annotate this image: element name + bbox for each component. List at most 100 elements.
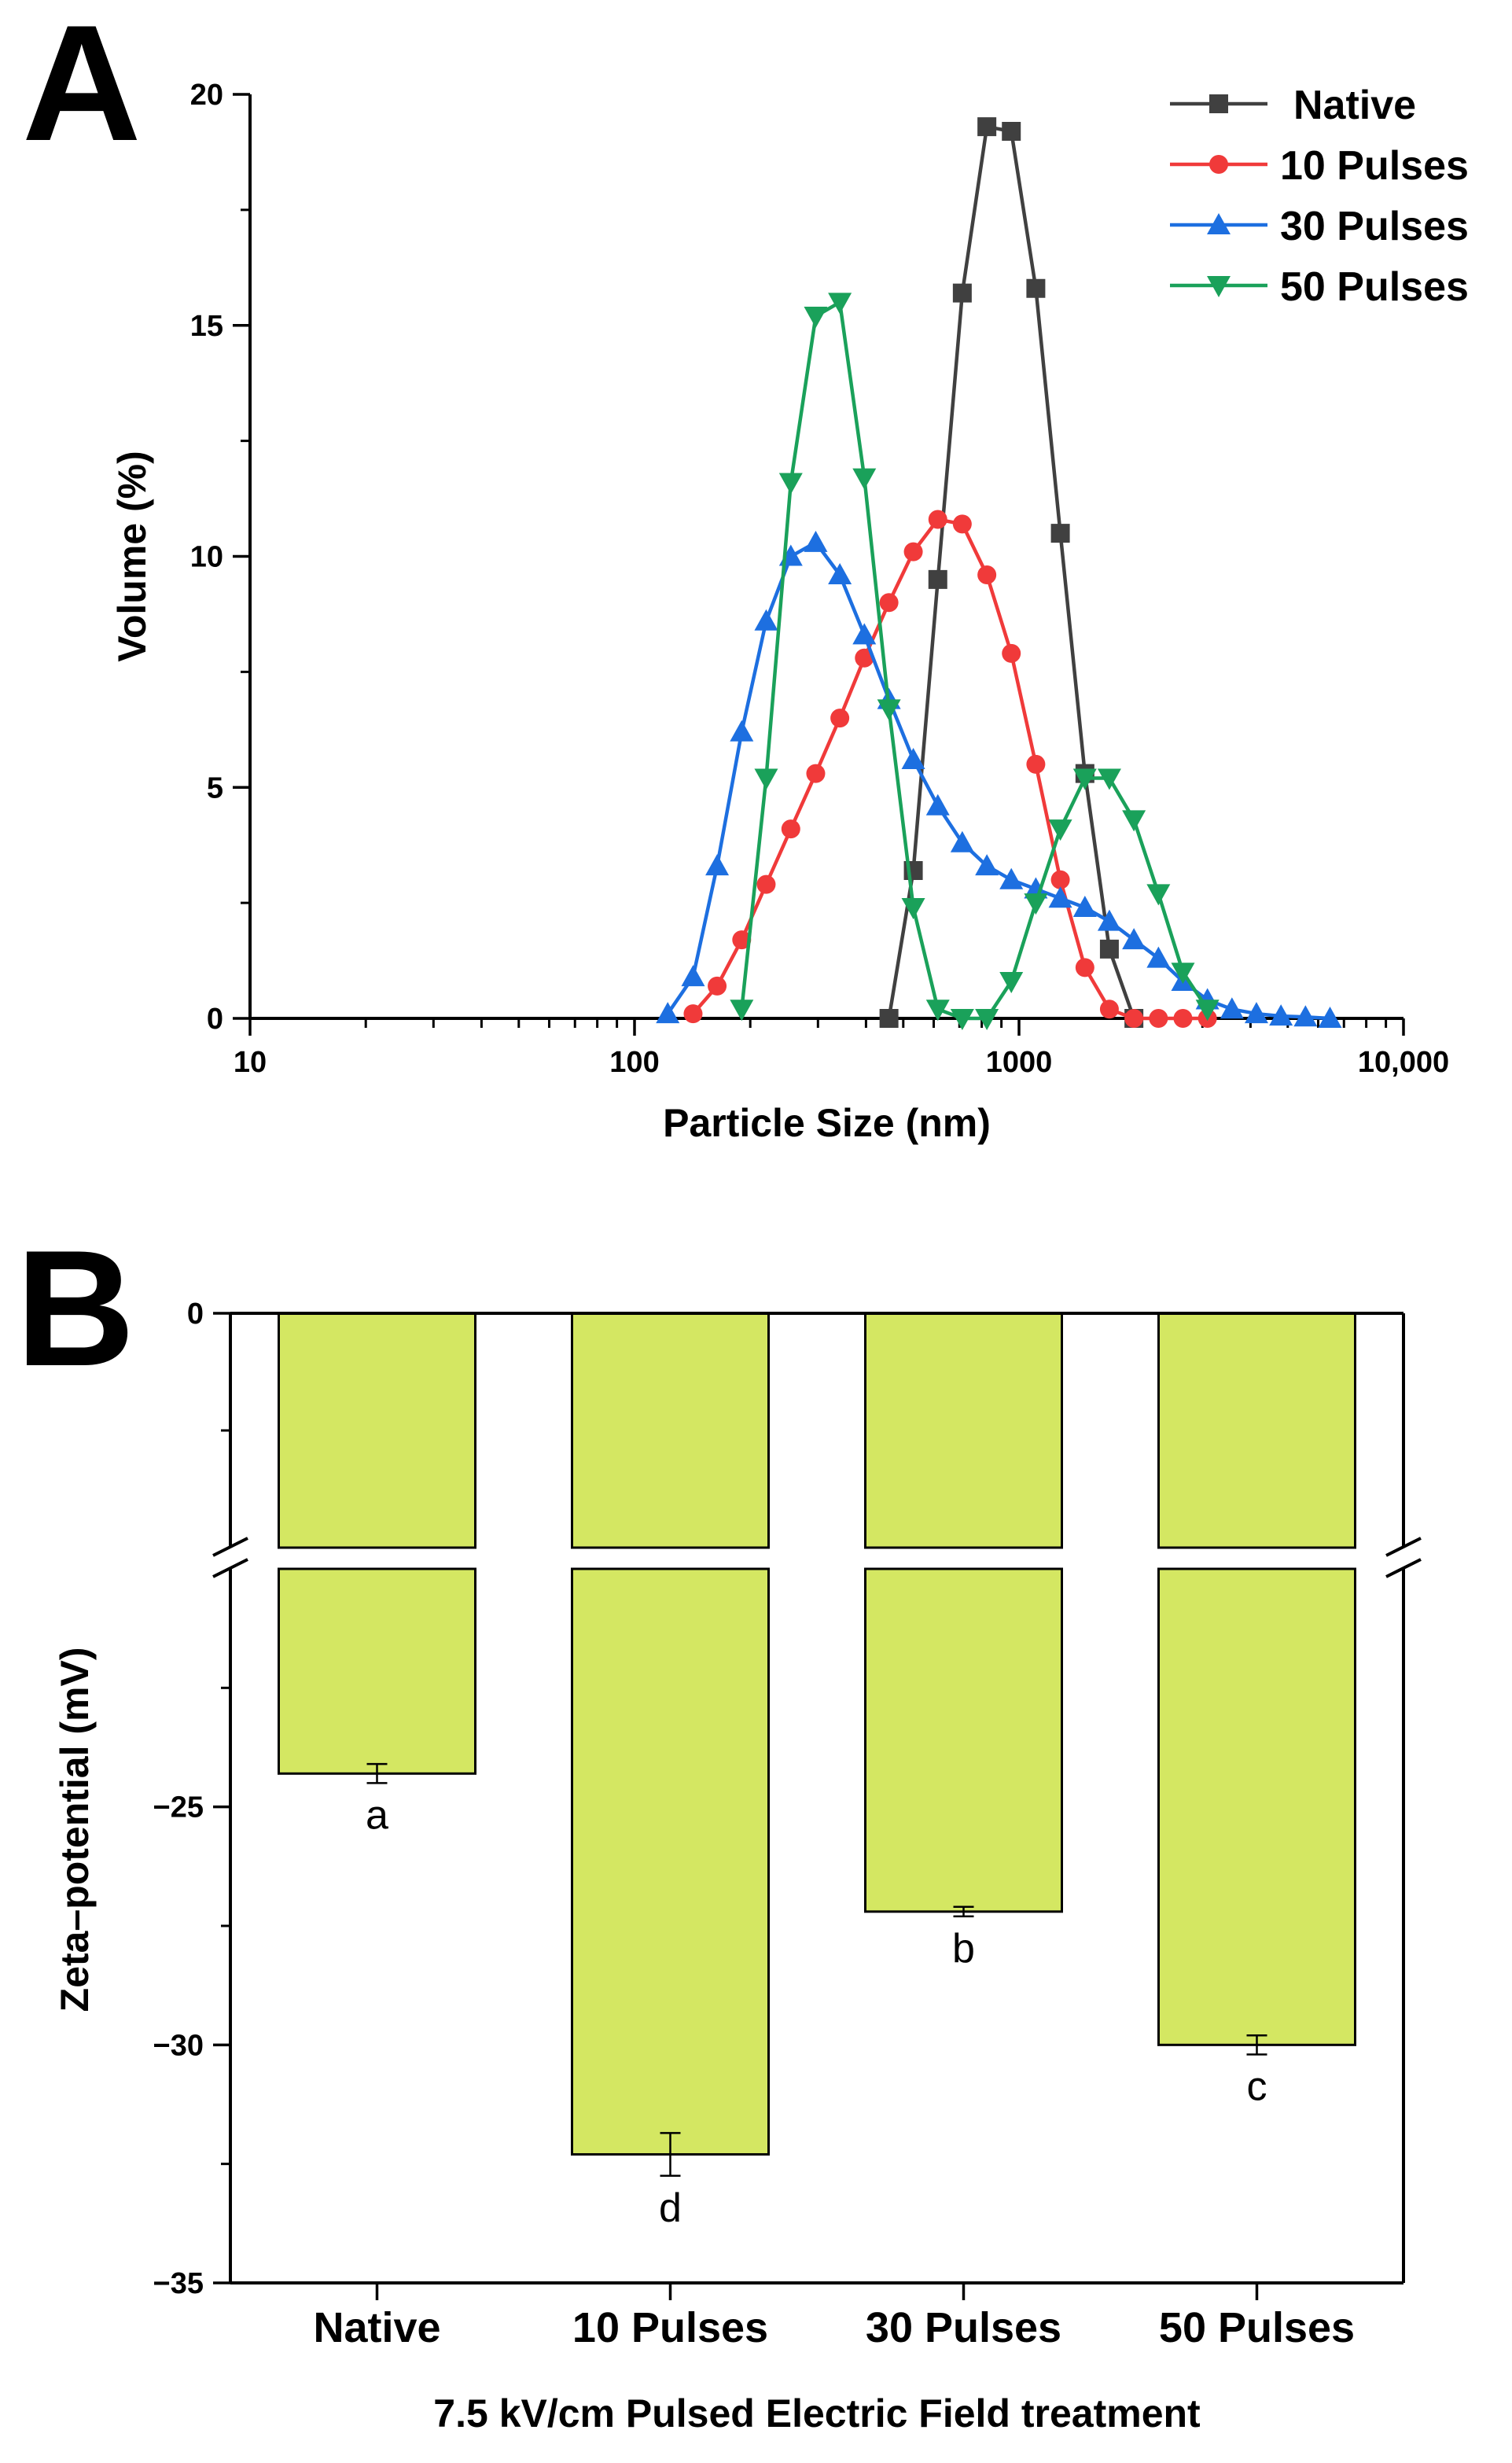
data-point-10-pulses bbox=[1002, 643, 1021, 663]
data-point-native bbox=[928, 569, 947, 589]
series-line-10-pulses bbox=[691, 517, 1208, 1021]
significance-label-30-pulses: b bbox=[952, 1926, 975, 1972]
bar-group-50-pulses: c bbox=[1157, 1312, 1356, 2109]
data-point-30-pulses bbox=[999, 867, 1024, 889]
data-point-10-pulses bbox=[1149, 1009, 1168, 1028]
data-point-30-pulses bbox=[754, 609, 778, 631]
bar-group-10-pulses: d bbox=[571, 1312, 770, 2231]
panel-a-x-tick-label: 100 bbox=[609, 1046, 659, 1079]
data-point-30-pulses bbox=[656, 1002, 680, 1024]
data-point-10-pulses bbox=[1050, 870, 1070, 889]
data-point-30-pulses bbox=[681, 965, 705, 987]
panel-b-y-tick-label: 0 bbox=[187, 1298, 204, 1331]
data-point-10-pulses bbox=[977, 565, 997, 584]
bar-10-pulses bbox=[571, 1567, 770, 2156]
panel-b-y-tick-label: −30 bbox=[153, 2029, 204, 2062]
significance-label-native: a bbox=[366, 1792, 388, 1838]
axis-break-mark-left-bottom bbox=[212, 1558, 248, 1578]
data-point-50-pulses bbox=[1146, 884, 1171, 906]
data-point-30-pulses bbox=[804, 530, 828, 552]
bar-30-pulses-upper bbox=[864, 1312, 1063, 1549]
data-point-50-pulses bbox=[1024, 893, 1048, 915]
data-point-30-pulses bbox=[852, 623, 877, 645]
data-point-50-pulses bbox=[804, 307, 828, 328]
category-label-30-pulses: 30 Pulses bbox=[866, 2304, 1061, 2351]
data-point-10-pulses bbox=[1173, 1009, 1193, 1028]
data-point-native bbox=[952, 283, 972, 303]
panel-b-x-ticks: Native 10 Pulses 30 Pulses 50 Pulses bbox=[313, 2283, 1355, 2351]
data-point-50-pulses bbox=[877, 699, 901, 721]
data-point-50-pulses bbox=[901, 898, 925, 919]
panel-b-letter: B bbox=[16, 1216, 135, 1401]
data-point-native bbox=[1002, 122, 1021, 141]
legend-marker-native bbox=[1209, 94, 1228, 113]
data-point-10-pulses bbox=[683, 1004, 703, 1024]
panel-a-y-tick-label: 15 bbox=[190, 310, 223, 343]
legend-label-50-pulses: 50 Pulses bbox=[1280, 264, 1469, 310]
panel-b-y-tick-label: −25 bbox=[153, 1791, 204, 1824]
data-point-50-pulses bbox=[828, 293, 852, 315]
axis-break-mark-right-top bbox=[1385, 1537, 1422, 1557]
data-point-30-pulses bbox=[1220, 997, 1244, 1019]
data-point-native bbox=[1026, 278, 1046, 298]
data-point-30-pulses bbox=[1146, 946, 1171, 968]
data-point-native bbox=[879, 1009, 899, 1028]
data-point-50-pulses bbox=[1171, 963, 1195, 985]
data-point-10-pulses bbox=[1124, 1009, 1144, 1028]
data-point-native bbox=[977, 117, 997, 137]
legend-entry-native: Native bbox=[1170, 83, 1416, 128]
data-point-30-pulses bbox=[950, 830, 974, 852]
data-point-30-pulses bbox=[730, 720, 754, 742]
data-point-10-pulses bbox=[903, 542, 923, 561]
data-point-30-pulses bbox=[1244, 1002, 1268, 1024]
panel-a-x-ticks: 10 100 1000 10,000 bbox=[234, 1018, 1449, 1079]
axis-break-mark-left-top bbox=[212, 1537, 248, 1557]
data-point-50-pulses bbox=[1097, 768, 1121, 790]
bar-10-pulses-upper bbox=[571, 1312, 770, 1549]
legend-label-10-pulses: 10 Pulses bbox=[1280, 143, 1469, 189]
data-point-30-pulses bbox=[705, 854, 730, 876]
data-point-50-pulses bbox=[999, 972, 1024, 993]
series-line-30-pulses bbox=[666, 540, 1330, 1021]
axis-break-mark-right-bottom bbox=[1385, 1558, 1422, 1578]
data-point-native bbox=[1099, 939, 1119, 959]
panel-a-x-axis-title: Particle Size (nm) bbox=[663, 1101, 991, 1145]
data-point-30-pulses bbox=[828, 563, 852, 584]
legend-entry-30-pulses: 30 Pulses bbox=[1170, 204, 1469, 249]
data-point-10-pulses bbox=[879, 593, 899, 613]
panel-b-y-tick-label: −35 bbox=[153, 2267, 204, 2300]
data-point-10-pulses bbox=[708, 976, 727, 996]
data-point-50-pulses bbox=[925, 1000, 950, 1022]
data-point-30-pulses bbox=[925, 793, 950, 815]
data-point-30-pulses bbox=[1024, 877, 1048, 899]
bar-30-pulses bbox=[864, 1567, 1063, 1913]
category-label-10-pulses: 10 Pulses bbox=[572, 2304, 768, 2351]
data-point-10-pulses bbox=[830, 709, 850, 728]
panel-a-y-axis-title: Volume (%) bbox=[110, 451, 154, 662]
panel-a-legend: Native 10 Pulses 30 Pulses 50 Pulses bbox=[1170, 83, 1469, 310]
panel-b-y-axis-title: Zeta–potential (mV) bbox=[53, 1648, 97, 2012]
data-point-10-pulses bbox=[928, 510, 947, 529]
panel-a-particle-size-chart: A 10 100 1000 10,000 0 5 10 15 20 Particle Size… bbox=[22, 0, 1469, 1145]
legend-marker-50-pulses bbox=[1207, 276, 1231, 297]
panel-a-series bbox=[656, 117, 1342, 1030]
panel-b-x-axis-title: 7.5 kV/cm Pulsed Electric Field treatmen… bbox=[433, 2391, 1201, 2435]
data-point-10-pulses bbox=[732, 930, 752, 950]
data-point-50-pulses bbox=[730, 1000, 754, 1022]
panel-a-y-tick-label: 0 bbox=[207, 1003, 223, 1036]
bar-group-30-pulses: b bbox=[864, 1312, 1063, 1972]
legend-label-native: Native bbox=[1293, 83, 1416, 128]
series-50-pulses bbox=[730, 293, 1220, 1030]
panel-b-bars: a d b c bbox=[278, 1312, 1356, 2231]
legend-marker-30-pulses bbox=[1207, 213, 1231, 234]
data-point-30-pulses bbox=[901, 748, 925, 769]
bar-group-native: a bbox=[278, 1312, 476, 1838]
bar-native bbox=[278, 1567, 476, 1775]
data-point-30-pulses bbox=[1072, 896, 1097, 917]
data-point-30-pulses bbox=[1048, 886, 1072, 908]
category-label-native: Native bbox=[313, 2304, 440, 2351]
data-point-50-pulses bbox=[1048, 819, 1072, 841]
data-point-10-pulses bbox=[1026, 754, 1046, 774]
panel-a-y-tick-label: 20 bbox=[190, 79, 223, 112]
